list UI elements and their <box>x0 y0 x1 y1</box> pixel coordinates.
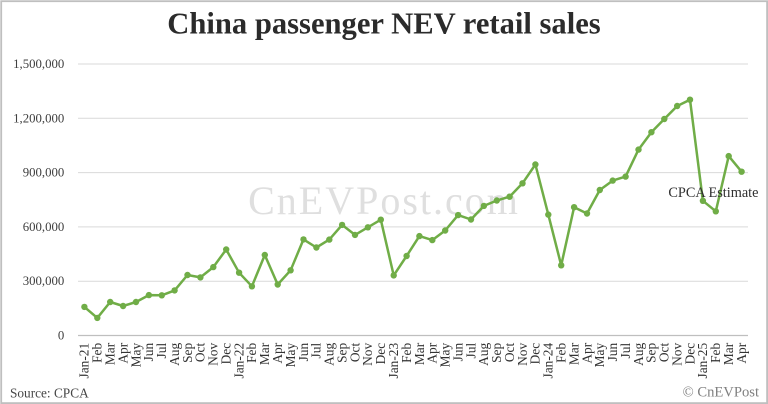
svg-text:1,200,000: 1,200,000 <box>13 111 64 125</box>
svg-text:Aug: Aug <box>167 342 182 365</box>
svg-text:Jun: Jun <box>141 343 156 362</box>
svg-text:Dec: Dec <box>219 343 234 365</box>
svg-text:Oct: Oct <box>502 343 517 363</box>
svg-text:China passenger NEV retail sal: China passenger NEV retail sales <box>167 7 601 41</box>
svg-text:Oct: Oct <box>657 343 672 363</box>
svg-text:Nov: Nov <box>206 342 221 365</box>
svg-text:Oct: Oct <box>193 343 208 363</box>
svg-text:Nov: Nov <box>670 342 685 365</box>
svg-text:May: May <box>128 342 143 367</box>
svg-text:May: May <box>283 342 298 367</box>
svg-text:Apr: Apr <box>734 342 749 363</box>
svg-text:Dec: Dec <box>528 343 543 365</box>
svg-text:Jun: Jun <box>605 343 620 362</box>
svg-text:Apr: Apr <box>270 342 285 363</box>
svg-text:1,500,000: 1,500,000 <box>13 57 64 71</box>
svg-text:Jan-21: Jan-21 <box>77 343 92 379</box>
svg-text:600,000: 600,000 <box>23 220 65 234</box>
svg-text:Nov: Nov <box>515 342 530 365</box>
svg-text:Jan-23: Jan-23 <box>386 342 401 378</box>
svg-text:Aug: Aug <box>322 342 337 365</box>
svg-text:Jul: Jul <box>154 343 169 359</box>
svg-text:0: 0 <box>58 329 64 343</box>
svg-text:Mar: Mar <box>257 342 272 365</box>
svg-text:Oct: Oct <box>347 343 362 363</box>
svg-text:Jun: Jun <box>296 343 311 362</box>
svg-text:Mar: Mar <box>412 342 427 365</box>
svg-text:May: May <box>438 342 453 367</box>
svg-text:May: May <box>592 342 607 367</box>
svg-text:Apr: Apr <box>425 342 440 363</box>
svg-text:900,000: 900,000 <box>23 166 65 180</box>
svg-text:Jul: Jul <box>309 343 324 359</box>
svg-text:Aug: Aug <box>476 342 491 365</box>
svg-text:Mar: Mar <box>103 342 118 365</box>
svg-text:Feb: Feb <box>90 343 105 363</box>
svg-text:Jul: Jul <box>463 343 478 359</box>
svg-text:Feb: Feb <box>708 343 723 363</box>
svg-text:Feb: Feb <box>399 343 414 363</box>
svg-text:Mar: Mar <box>566 342 581 365</box>
svg-text:Jan-24: Jan-24 <box>541 342 556 378</box>
svg-text:Aug: Aug <box>631 342 646 365</box>
svg-text:Sep: Sep <box>489 343 504 363</box>
svg-text:Jan-25: Jan-25 <box>695 342 710 378</box>
svg-text:Mar: Mar <box>721 342 736 365</box>
svg-text:© CnEVPost: © CnEVPost <box>683 385 759 401</box>
svg-text:Sep: Sep <box>180 343 195 363</box>
svg-text:Apr: Apr <box>579 342 594 363</box>
svg-text:Feb: Feb <box>244 343 259 363</box>
svg-text:Jun: Jun <box>450 343 465 362</box>
svg-text:Apr: Apr <box>115 342 130 363</box>
svg-text:Sep: Sep <box>644 343 659 363</box>
svg-text:Sep: Sep <box>334 343 349 363</box>
svg-text:Feb: Feb <box>554 343 569 363</box>
svg-text:Source: CPCA: Source: CPCA <box>10 385 89 400</box>
svg-text:CnEVPost.com: CnEVPost.com <box>248 178 520 223</box>
svg-text:CPCA Estimate: CPCA Estimate <box>668 185 758 201</box>
svg-text:300,000: 300,000 <box>23 274 65 288</box>
svg-text:Jan-22: Jan-22 <box>231 343 246 379</box>
svg-text:Dec: Dec <box>373 343 388 365</box>
svg-text:Jul: Jul <box>618 343 633 359</box>
svg-text:Dec: Dec <box>682 343 697 365</box>
svg-text:Nov: Nov <box>360 342 375 365</box>
